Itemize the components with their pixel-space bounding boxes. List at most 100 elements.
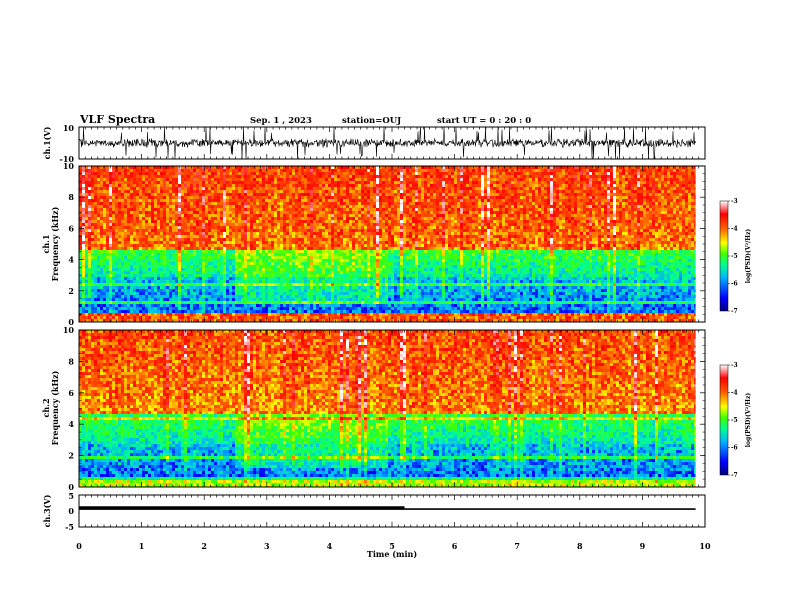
spectrogram-cell bbox=[85, 223, 88, 226]
spectrogram-cell bbox=[286, 175, 289, 178]
spectrogram-cell bbox=[211, 280, 214, 283]
spectrogram-cell bbox=[172, 277, 175, 280]
spectrogram-cell bbox=[331, 310, 334, 313]
spectrogram-cell bbox=[202, 238, 205, 241]
spectrogram-cell bbox=[253, 214, 256, 217]
spectrogram-cell bbox=[202, 253, 205, 256]
spectrogram-cell bbox=[214, 280, 217, 283]
spectrogram-cell bbox=[346, 262, 349, 265]
spectrogram-cell bbox=[196, 262, 199, 265]
spectrogram-cell bbox=[232, 256, 235, 259]
spectrogram-cell bbox=[139, 232, 142, 235]
spectrogram-cell bbox=[208, 229, 211, 232]
spectrogram-cell bbox=[187, 232, 190, 235]
spectrogram-cell bbox=[307, 286, 310, 289]
spectrogram-cell bbox=[277, 301, 280, 304]
spectrogram-cell bbox=[205, 223, 208, 226]
spectrogram-cell bbox=[184, 274, 187, 277]
spectrogram-cell bbox=[127, 244, 130, 247]
spectrogram-cell bbox=[109, 274, 112, 277]
spectrogram-cell bbox=[283, 220, 286, 223]
spectrogram-cell bbox=[226, 211, 229, 214]
spectrogram-cell bbox=[292, 283, 295, 286]
spectrogram-cell bbox=[274, 265, 277, 268]
spectrogram-cell bbox=[166, 208, 169, 211]
spectrogram-cell bbox=[139, 289, 142, 292]
spectrogram-cell bbox=[130, 307, 133, 310]
spectrogram-cell bbox=[193, 295, 196, 298]
spectrogram-cell bbox=[298, 304, 301, 307]
spectrogram-cell bbox=[127, 235, 130, 238]
spectrogram-cell bbox=[241, 292, 244, 295]
spectrogram-cell bbox=[271, 220, 274, 223]
spectrogram-cell bbox=[319, 229, 322, 232]
spectrogram-cell bbox=[133, 286, 136, 289]
spectrogram-cell bbox=[148, 274, 151, 277]
spectrogram-cell bbox=[130, 301, 133, 304]
spectrogram-cell bbox=[106, 274, 109, 277]
spectrogram-cell bbox=[304, 244, 307, 247]
spectrogram-cell bbox=[202, 184, 205, 187]
spectrogram-cell bbox=[244, 178, 247, 181]
spectrogram-cell bbox=[121, 289, 124, 292]
spectrogram-cell bbox=[115, 238, 118, 241]
spectrogram-cell bbox=[220, 295, 223, 298]
spectrogram-cell bbox=[196, 226, 199, 229]
spectrogram-cell bbox=[280, 310, 283, 313]
spectrogram-cell bbox=[181, 193, 184, 196]
spectrogram-cell bbox=[220, 184, 223, 187]
spectrogram-cell bbox=[259, 250, 262, 253]
spectrogram-cell bbox=[289, 226, 292, 229]
spectrogram-cell bbox=[151, 280, 154, 283]
spectrogram-cell bbox=[349, 175, 352, 178]
spectrogram-cell bbox=[178, 316, 181, 319]
spectrogram-cell bbox=[238, 247, 241, 250]
spectrogram-cell bbox=[352, 232, 355, 235]
spectrogram-cell bbox=[91, 223, 94, 226]
spectrogram-cell bbox=[211, 172, 214, 175]
spectrogram-cell bbox=[196, 286, 199, 289]
spectrogram-cell bbox=[289, 301, 292, 304]
spectrogram-cell bbox=[175, 211, 178, 214]
spectrogram-cell bbox=[289, 316, 292, 319]
spectrogram-cell bbox=[196, 196, 199, 199]
spectrogram-cell bbox=[136, 226, 139, 229]
spectrogram-cell bbox=[301, 283, 304, 286]
spectrogram-cell bbox=[172, 301, 175, 304]
spectrogram-cell bbox=[127, 175, 130, 178]
spectrogram-cell bbox=[196, 283, 199, 286]
spectrogram-cell bbox=[220, 190, 223, 193]
spectrogram-cell bbox=[91, 301, 94, 304]
spectrogram-cell bbox=[157, 241, 160, 244]
spectrogram-cell bbox=[328, 271, 331, 274]
spectrogram-cell bbox=[277, 184, 280, 187]
spectrogram-cell bbox=[292, 196, 295, 199]
spectrogram-cell bbox=[163, 205, 166, 208]
spectrogram-cell bbox=[307, 313, 310, 316]
spectrogram-cell bbox=[346, 280, 349, 283]
spectrogram-cell bbox=[175, 313, 178, 316]
spectrogram-cell bbox=[103, 304, 106, 307]
spectrogram-cell bbox=[295, 181, 298, 184]
spectrogram-cell bbox=[142, 217, 145, 220]
spectrogram-cell bbox=[304, 307, 307, 310]
spectrogram-cell bbox=[148, 292, 151, 295]
spectrogram-cell bbox=[319, 271, 322, 274]
spectrogram-cell bbox=[148, 247, 151, 250]
spectrogram-cell bbox=[211, 214, 214, 217]
spectrogram-cell bbox=[298, 190, 301, 193]
spectrogram-cell bbox=[289, 202, 292, 205]
spectrogram-cell bbox=[202, 205, 205, 208]
spectrogram-cell bbox=[190, 274, 193, 277]
spectrogram-cell bbox=[166, 259, 169, 262]
spectrogram-cell bbox=[238, 169, 241, 172]
spectrogram-cell bbox=[256, 169, 259, 172]
spectrogram-cell bbox=[85, 169, 88, 172]
spectrogram-cell bbox=[244, 238, 247, 241]
spectrogram-cell bbox=[229, 193, 232, 196]
spectrogram-cell bbox=[160, 247, 163, 250]
spectrogram-cell bbox=[97, 247, 100, 250]
spectrogram-cell bbox=[349, 307, 352, 310]
spectrogram-cell bbox=[118, 196, 121, 199]
spectrogram-cell bbox=[253, 265, 256, 268]
